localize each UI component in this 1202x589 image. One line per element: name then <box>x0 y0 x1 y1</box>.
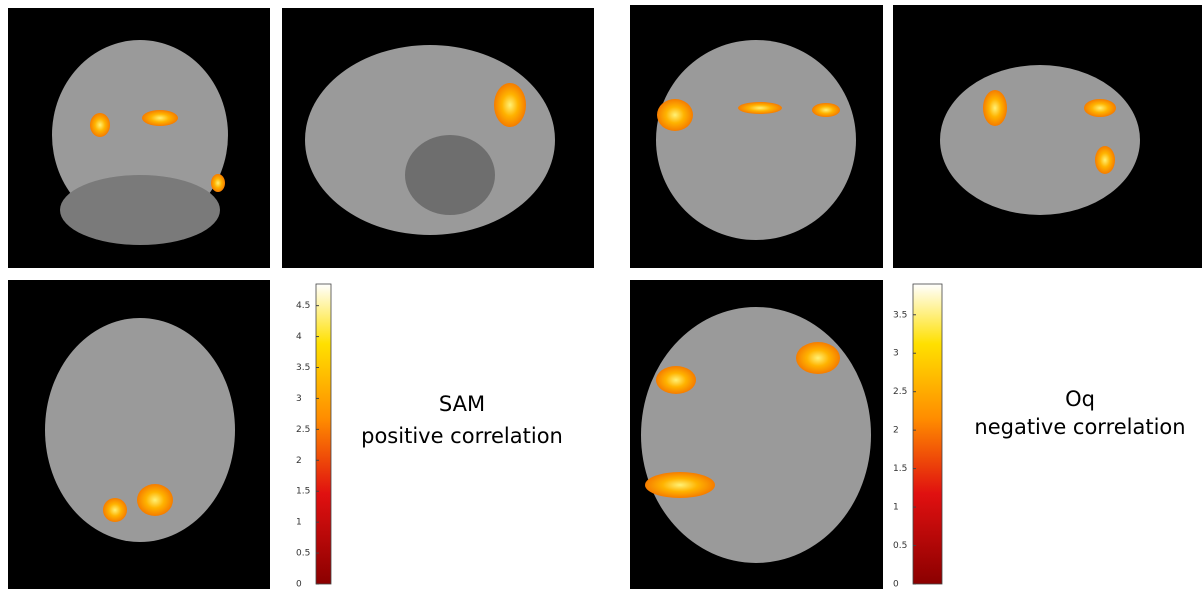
tick-label: 0 <box>296 580 302 589</box>
tick-label: 1.5 <box>296 487 310 497</box>
panel-label: SAM <box>439 392 485 416</box>
tick-label: 0 <box>893 580 899 589</box>
tick-label: 3.5 <box>893 310 907 320</box>
tick-label: 2 <box>296 456 302 466</box>
colorbar <box>913 284 942 584</box>
tick-label: 0.5 <box>893 541 907 551</box>
tick-label: 3 <box>893 349 899 359</box>
tick-label: 2 <box>893 426 899 436</box>
tick-label: 1.5 <box>893 464 907 474</box>
tick-label: 2.5 <box>296 425 310 435</box>
tick-label: 1 <box>296 518 302 528</box>
colorbar <box>316 284 331 584</box>
tick-label: 3 <box>296 394 302 404</box>
tick-label: 4 <box>296 332 302 342</box>
tick-label: 0.5 <box>296 549 310 559</box>
figure: SAM positive correlation Oq negative cor… <box>0 0 1202 589</box>
panel-label: positive correlation <box>361 424 563 448</box>
tick-label: 4.5 <box>296 301 310 311</box>
tick-label: 3.5 <box>296 363 310 373</box>
tick-label: 2.5 <box>893 387 907 397</box>
panel-label: Oq <box>1065 387 1095 411</box>
tick-label: 1 <box>893 503 899 513</box>
panel-label: negative correlation <box>974 415 1185 439</box>
brain-images <box>8 5 1202 589</box>
